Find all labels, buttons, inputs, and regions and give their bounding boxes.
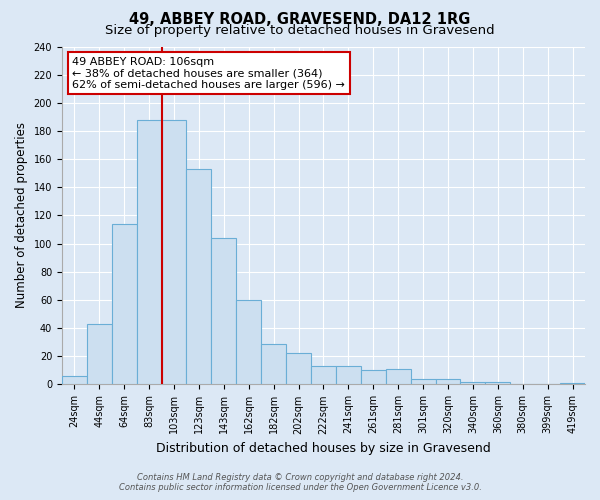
Bar (211, 238, 236, 384)
Y-axis label: Number of detached properties: Number of detached properties (15, 122, 28, 308)
Text: Size of property relative to detached houses in Gravesend: Size of property relative to detached ho… (105, 24, 495, 37)
Bar (336, 366, 361, 384)
Bar (361, 370, 386, 384)
Bar (87, 324, 112, 384)
Bar (286, 354, 311, 384)
Bar (161, 120, 187, 384)
Bar (236, 300, 261, 384)
Text: Contains HM Land Registry data © Crown copyright and database right 2024.
Contai: Contains HM Land Registry data © Crown c… (119, 473, 481, 492)
Bar (112, 224, 137, 384)
Bar (386, 369, 410, 384)
X-axis label: Distribution of detached houses by size in Gravesend: Distribution of detached houses by size … (156, 442, 491, 455)
Bar (460, 382, 485, 384)
Text: 49, ABBEY ROAD, GRAVESEND, DA12 1RG: 49, ABBEY ROAD, GRAVESEND, DA12 1RG (130, 12, 470, 28)
Text: 49 ABBEY ROAD: 106sqm
← 38% of detached houses are smaller (364)
62% of semi-det: 49 ABBEY ROAD: 106sqm ← 38% of detached … (73, 56, 345, 90)
Bar (137, 120, 161, 384)
Bar (62, 376, 87, 384)
Bar (436, 379, 460, 384)
Bar (187, 169, 211, 384)
Bar (485, 382, 510, 384)
Bar (311, 366, 336, 384)
Bar (560, 383, 585, 384)
Bar (410, 379, 436, 384)
Bar (261, 344, 286, 384)
